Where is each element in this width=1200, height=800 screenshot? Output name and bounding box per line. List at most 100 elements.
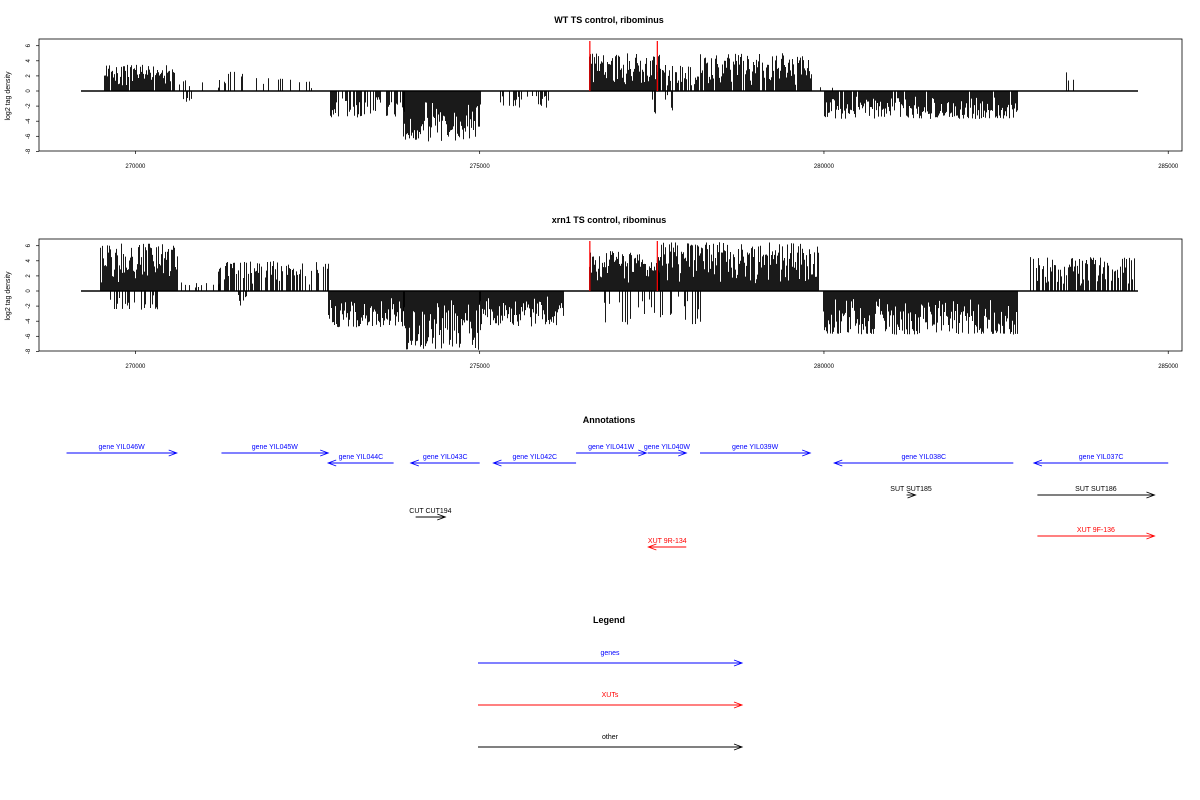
annotation-label: gene YIL046W bbox=[99, 444, 146, 451]
xrn1-density-panel: xrn1 TS control, ribominus log2 tag dens… bbox=[5, 215, 1183, 370]
arrow-head bbox=[168, 449, 178, 457]
y-tick-label: 6 bbox=[26, 43, 32, 47]
arrow-head bbox=[733, 743, 744, 751]
y-tick-label: -2 bbox=[26, 103, 32, 109]
y-tick-label: 4 bbox=[26, 58, 32, 62]
legend-title: Legend bbox=[593, 615, 625, 625]
wt-density-panel: WT TS control, ribominus log2 tag densit… bbox=[5, 15, 1183, 170]
y-tick-label: 2 bbox=[26, 74, 32, 78]
annotation-arrow bbox=[1037, 532, 1156, 540]
x-axis: 270000 275000 280000 285000 bbox=[125, 351, 1179, 370]
arrow-head bbox=[1146, 532, 1156, 540]
arrow-head bbox=[678, 449, 688, 457]
annotation-label: SUT SUT185 bbox=[890, 486, 932, 493]
legend-label: genes bbox=[600, 650, 620, 657]
legend: Legend genes XUTs other bbox=[478, 615, 744, 751]
annotation-arrow bbox=[1032, 459, 1169, 467]
annotation-label: gene YIL042C bbox=[512, 454, 557, 461]
arrow-head bbox=[907, 491, 917, 499]
y-tick-label: -8 bbox=[26, 148, 32, 154]
x-tick-label: 280000 bbox=[814, 364, 835, 370]
annotation-label: gene YIL041W bbox=[588, 444, 635, 451]
arrow-head bbox=[492, 459, 502, 467]
y-axis: -8 -6 -4 -2 0 2 4 6 bbox=[26, 43, 39, 154]
plot-frame bbox=[38, 38, 1183, 152]
legend-arrow bbox=[478, 701, 744, 709]
annotation-label: SUT SUT186 bbox=[1075, 486, 1117, 493]
annotation-features: gene YIL046W gene YIL045W gene YIL044C gene… bbox=[66, 444, 1169, 551]
annotation-arrow bbox=[66, 449, 178, 457]
arrow-head bbox=[437, 513, 447, 521]
annotation-arrow bbox=[576, 449, 648, 457]
panel-title: WT TS control, ribominus bbox=[554, 15, 664, 25]
arrow-head bbox=[733, 659, 744, 667]
y-tick-label: 2 bbox=[26, 274, 32, 278]
x-tick-label: 285000 bbox=[1158, 164, 1179, 170]
annotation-arrow bbox=[1037, 491, 1156, 499]
x-tick-label: 270000 bbox=[125, 364, 146, 370]
annotation-arrow bbox=[415, 513, 447, 521]
legend-arrow bbox=[478, 743, 744, 751]
y-tick-label: 0 bbox=[26, 289, 32, 293]
y-axis-label: log2 tag density bbox=[5, 271, 12, 321]
x-axis: 270000 275000 280000 285000 bbox=[125, 151, 1179, 170]
density-bars bbox=[100, 242, 1135, 350]
arrow-head bbox=[1032, 459, 1043, 467]
annotation-arrow bbox=[647, 449, 688, 457]
annotations-track: Annotations gene YIL046W gene YIL045Wgene… bbox=[66, 415, 1169, 551]
annotation-arrow bbox=[700, 449, 812, 457]
x-tick-label: 275000 bbox=[470, 164, 491, 170]
annotation-arrow bbox=[647, 543, 687, 551]
y-axis: -8 -6 -4 -2 0 2 4 6 bbox=[26, 243, 39, 354]
y-tick-label: -2 bbox=[26, 303, 32, 309]
x-tick-label: 285000 bbox=[1158, 364, 1179, 370]
plot-frame bbox=[38, 238, 1183, 352]
y-tick-label: 6 bbox=[26, 243, 32, 247]
annotation-arrow bbox=[832, 459, 1014, 467]
density-bars bbox=[104, 53, 1074, 142]
panel-title: xrn1 TS control, ribominus bbox=[552, 215, 667, 225]
annotation-label: gene YIL038C bbox=[901, 454, 946, 461]
annotation-label: gene YIL037C bbox=[1079, 454, 1124, 461]
annotation-label: CUT CUT194 bbox=[409, 508, 451, 515]
annotation-arrow bbox=[221, 449, 330, 457]
annotation-label: gene YIL040W bbox=[644, 444, 691, 451]
region-markers bbox=[589, 41, 658, 91]
y-tick-label: 4 bbox=[26, 258, 32, 262]
annotation-arrow bbox=[906, 491, 917, 499]
y-tick-label: -6 bbox=[26, 333, 32, 339]
x-tick-label: 270000 bbox=[125, 164, 146, 170]
y-axis-label: log2 tag density bbox=[5, 71, 12, 121]
y-tick-label: -8 bbox=[26, 348, 32, 354]
annotation-arrow bbox=[326, 459, 394, 467]
annotation-label: gene YIL045W bbox=[252, 444, 299, 451]
legend-entries: genes XUTs other bbox=[478, 650, 744, 751]
legend-label: XUTs bbox=[602, 692, 619, 699]
arrow-head bbox=[1146, 491, 1156, 499]
annotation-arrow bbox=[492, 459, 577, 467]
arrow-head bbox=[638, 449, 648, 457]
annotation-label: XUT 9F-136 bbox=[1077, 527, 1115, 534]
arrow-head bbox=[832, 459, 843, 467]
arrow-head bbox=[733, 701, 744, 709]
annotations-title: Annotations bbox=[583, 415, 636, 425]
annotation-arrow bbox=[409, 459, 480, 467]
annotation-label: gene YIL043C bbox=[423, 454, 468, 461]
y-tick-label: -4 bbox=[26, 118, 32, 124]
y-tick-label: -6 bbox=[26, 133, 32, 139]
arrow-head bbox=[320, 449, 330, 457]
arrow-head bbox=[647, 543, 657, 551]
annotation-label: gene YIL044C bbox=[339, 454, 384, 461]
arrow-head bbox=[409, 459, 419, 467]
legend-label: other bbox=[602, 734, 619, 741]
region-markers bbox=[589, 241, 658, 291]
annotation-label: gene YIL039W bbox=[732, 444, 779, 451]
legend-arrow bbox=[478, 659, 744, 667]
x-tick-label: 280000 bbox=[814, 164, 835, 170]
y-tick-label: -4 bbox=[26, 318, 32, 324]
arrow-head bbox=[326, 459, 337, 467]
y-tick-label: 0 bbox=[26, 89, 32, 93]
annotation-label: XUT 9R-134 bbox=[648, 538, 687, 545]
